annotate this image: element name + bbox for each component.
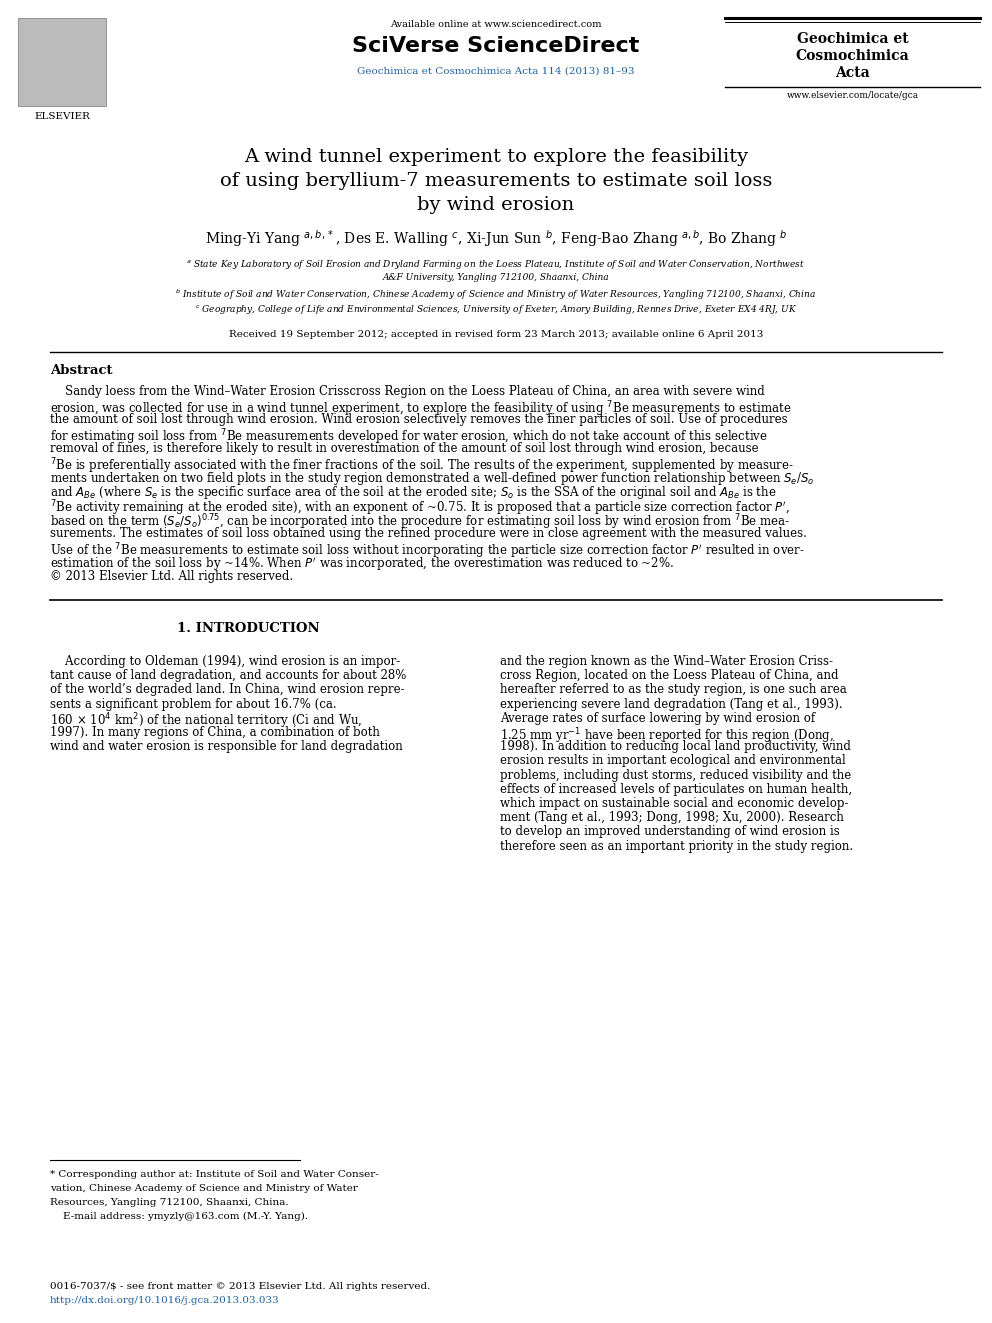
Text: Geochimica et Cosmochimica Acta 114 (2013) 81–93: Geochimica et Cosmochimica Acta 114 (201… (357, 67, 635, 75)
Text: which impact on sustainable social and economic develop-: which impact on sustainable social and e… (500, 796, 848, 810)
Text: Resources, Yangling 712100, Shaanxi, China.: Resources, Yangling 712100, Shaanxi, Chi… (50, 1199, 289, 1207)
Text: Acta: Acta (835, 66, 870, 79)
Text: E-mail address: ymyzly@163.com (M.-Y. Yang).: E-mail address: ymyzly@163.com (M.-Y. Ya… (50, 1212, 309, 1221)
Text: 1.25 mm yr$^{-1}$ have been reported for this region (Dong,: 1.25 mm yr$^{-1}$ have been reported for… (500, 726, 834, 746)
Text: Use of the $^{7}$Be measurements to estimate soil loss without incorporating the: Use of the $^{7}$Be measurements to esti… (50, 541, 805, 561)
Text: ments undertaken on two field plots in the study region demonstrated a well-defi: ments undertaken on two field plots in t… (50, 470, 814, 487)
Text: Abstract: Abstract (50, 364, 112, 377)
Text: surements. The estimates of soil loss obtained using the refined procedure were : surements. The estimates of soil loss ob… (50, 527, 806, 540)
Text: hereafter referred to as the study region, is one such area: hereafter referred to as the study regio… (500, 684, 847, 696)
Text: 1998). In addition to reducing local land productivity, wind: 1998). In addition to reducing local lan… (500, 740, 851, 753)
Text: www.elsevier.com/locate/gca: www.elsevier.com/locate/gca (787, 91, 919, 101)
Text: and $A_{Be}$ (where $S_e$ is the specific surface area of the soil at the eroded: and $A_{Be}$ (where $S_e$ is the specifi… (50, 484, 777, 501)
Bar (18, 19, 106, 106)
Text: ment (Tang et al., 1993; Dong, 1998; Xu, 2000). Research: ment (Tang et al., 1993; Dong, 1998; Xu,… (500, 811, 844, 824)
Text: A&F University, Yangling 712100, Shaanxi, China: A&F University, Yangling 712100, Shaanxi… (383, 273, 609, 282)
Text: vation, Chinese Academy of Science and Ministry of Water: vation, Chinese Academy of Science and M… (50, 1184, 358, 1193)
Text: for estimating soil loss from $^{7}$Be measurements developed for water erosion,: for estimating soil loss from $^{7}$Be m… (50, 427, 768, 447)
Text: cross Region, located on the Loess Plateau of China, and: cross Region, located on the Loess Plate… (500, 669, 838, 683)
Text: $^{c}$ Geography, College of Life and Environmental Sciences, University of Exet: $^{c}$ Geography, College of Life and En… (194, 303, 798, 316)
Text: to develop an improved understanding of wind erosion is: to develop an improved understanding of … (500, 826, 840, 839)
Text: the amount of soil lost through wind erosion. Wind erosion selectively removes t: the amount of soil lost through wind ero… (50, 413, 788, 426)
Text: therefore seen as an important priority in the study region.: therefore seen as an important priority … (500, 840, 853, 852)
Text: 1. INTRODUCTION: 1. INTRODUCTION (177, 622, 319, 635)
Text: * Corresponding author at: Institute of Soil and Water Conser-: * Corresponding author at: Institute of … (50, 1170, 379, 1179)
Text: of using beryllium-7 measurements to estimate soil loss: of using beryllium-7 measurements to est… (220, 172, 772, 191)
Text: http://dx.doi.org/10.1016/j.gca.2013.03.033: http://dx.doi.org/10.1016/j.gca.2013.03.… (50, 1297, 280, 1304)
Text: Average rates of surface lowering by wind erosion of: Average rates of surface lowering by win… (500, 712, 815, 725)
Text: Ming-Yi Yang $^{a,b,*}$, Des E. Walling $^{c}$, Xi-Jun Sun $^{b}$, Feng-Bao Zhan: Ming-Yi Yang $^{a,b,*}$, Des E. Walling … (204, 228, 788, 249)
Text: problems, including dust storms, reduced visibility and the: problems, including dust storms, reduced… (500, 769, 851, 782)
Text: removal of fines, is therefore likely to result in overestimation of the amount : removal of fines, is therefore likely to… (50, 442, 759, 455)
Text: tant cause of land degradation, and accounts for about 28%: tant cause of land degradation, and acco… (50, 669, 407, 683)
Text: 0016-7037/$ - see front matter © 2013 Elsevier Ltd. All rights reserved.: 0016-7037/$ - see front matter © 2013 El… (50, 1282, 431, 1291)
Text: experiencing severe land degradation (Tang et al., 1993).: experiencing severe land degradation (Ta… (500, 697, 842, 710)
Text: 1997). In many regions of China, a combination of both: 1997). In many regions of China, a combi… (50, 726, 380, 740)
Text: Geochimica et: Geochimica et (797, 32, 909, 46)
Text: © 2013 Elsevier Ltd. All rights reserved.: © 2013 Elsevier Ltd. All rights reserved… (50, 570, 293, 582)
Text: $^{b}$ Institute of Soil and Water Conservation, Chinese Academy of Science and : $^{b}$ Institute of Soil and Water Conse… (176, 288, 816, 303)
Text: $^{a}$ State Key Laboratory of Soil Erosion and Dryland Farming on the Loess Pla: $^{a}$ State Key Laboratory of Soil Eros… (186, 258, 806, 271)
Text: $^{7}$Be is preferentially associated with the finer fractions of the soil. The : $^{7}$Be is preferentially associated wi… (50, 456, 794, 475)
Text: A wind tunnel experiment to explore the feasibility: A wind tunnel experiment to explore the … (244, 148, 748, 165)
Text: According to Oldeman (1994), wind erosion is an impor-: According to Oldeman (1994), wind erosio… (50, 655, 400, 668)
Text: and the region known as the Wind–Water Erosion Criss-: and the region known as the Wind–Water E… (500, 655, 833, 668)
Text: ELSEVIER: ELSEVIER (34, 112, 90, 120)
Text: wind and water erosion is responsible for land degradation: wind and water erosion is responsible fo… (50, 740, 403, 753)
Text: Available online at www.sciencedirect.com: Available online at www.sciencedirect.co… (390, 20, 602, 29)
Text: effects of increased levels of particulates on human health,: effects of increased levels of particula… (500, 783, 852, 796)
Text: SciVerse ScienceDirect: SciVerse ScienceDirect (352, 36, 640, 56)
Text: based on the term $(S_e/S_o)^{0.75}$, can be incorporated into the procedure for: based on the term $(S_e/S_o)^{0.75}$, ca… (50, 513, 791, 532)
Text: Sandy loess from the Wind–Water Erosion Crisscross Region on the Loess Plateau o: Sandy loess from the Wind–Water Erosion … (50, 385, 765, 398)
Text: $^{7}$Be activity remaining at the eroded site), with an exponent of ~0.75. It i: $^{7}$Be activity remaining at the erode… (50, 499, 790, 519)
Text: of the world’s degraded land. In China, wind erosion repre-: of the world’s degraded land. In China, … (50, 684, 405, 696)
Text: by wind erosion: by wind erosion (418, 196, 574, 214)
Text: Received 19 September 2012; accepted in revised form 23 March 2013; available on: Received 19 September 2012; accepted in … (229, 329, 763, 339)
Text: Cosmochimica: Cosmochimica (796, 49, 910, 64)
Text: 160 × 10$^{4}$ km$^{2}$) of the national territory (Ci and Wu,: 160 × 10$^{4}$ km$^{2}$) of the national… (50, 712, 362, 732)
Text: erosion results in important ecological and environmental: erosion results in important ecological … (500, 754, 846, 767)
Text: erosion, was collected for use in a wind tunnel experiment, to explore the feasi: erosion, was collected for use in a wind… (50, 400, 792, 419)
Text: sents a significant problem for about 16.7% (ca.: sents a significant problem for about 16… (50, 697, 336, 710)
Text: estimation of the soil loss by ~14%. When $P'$ was incorporated, the overestimat: estimation of the soil loss by ~14%. Whe… (50, 556, 674, 573)
